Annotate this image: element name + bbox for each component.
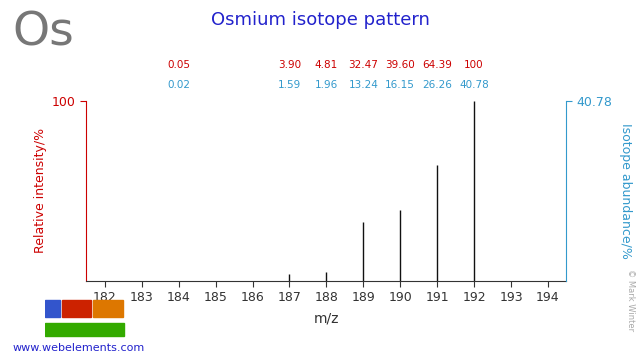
Y-axis label: Relative intensity/%: Relative intensity/%	[33, 128, 47, 253]
Text: Os: Os	[13, 11, 74, 56]
Text: 39.60: 39.60	[385, 60, 415, 70]
Text: Osmium isotope pattern: Osmium isotope pattern	[211, 11, 429, 29]
Text: 4.81: 4.81	[315, 60, 338, 70]
Y-axis label: Isotope abundance/%: Isotope abundance/%	[619, 123, 632, 259]
Bar	[45, 300, 60, 317]
Text: www.webelements.com: www.webelements.com	[13, 343, 145, 353]
Text: 26.26: 26.26	[422, 80, 452, 90]
Text: 3.90: 3.90	[278, 60, 301, 70]
Bar	[45, 323, 124, 336]
Text: 32.47: 32.47	[348, 60, 378, 70]
Text: © Mark Winter: © Mark Winter	[626, 269, 635, 331]
Text: 1.59: 1.59	[278, 80, 301, 90]
Bar	[61, 300, 92, 317]
Bar	[93, 300, 123, 317]
Text: 0.02: 0.02	[167, 80, 190, 90]
Text: 40.78: 40.78	[460, 80, 489, 90]
Text: 1.96: 1.96	[315, 80, 338, 90]
Text: 100: 100	[464, 60, 484, 70]
Text: 64.39: 64.39	[422, 60, 452, 70]
X-axis label: m/z: m/z	[314, 311, 339, 325]
Text: 16.15: 16.15	[385, 80, 415, 90]
Text: 13.24: 13.24	[348, 80, 378, 90]
Text: 0.05: 0.05	[167, 60, 190, 70]
